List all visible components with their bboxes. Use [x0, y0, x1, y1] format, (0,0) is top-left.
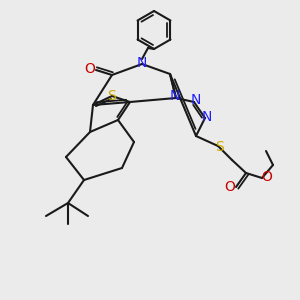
Text: O: O [262, 170, 272, 184]
Text: S: S [108, 89, 116, 103]
Text: N: N [191, 93, 201, 107]
Text: N: N [202, 110, 212, 124]
Text: O: O [85, 62, 95, 76]
Text: O: O [225, 180, 236, 194]
Text: N: N [137, 56, 147, 70]
Text: N: N [170, 89, 180, 103]
Text: S: S [214, 140, 224, 154]
